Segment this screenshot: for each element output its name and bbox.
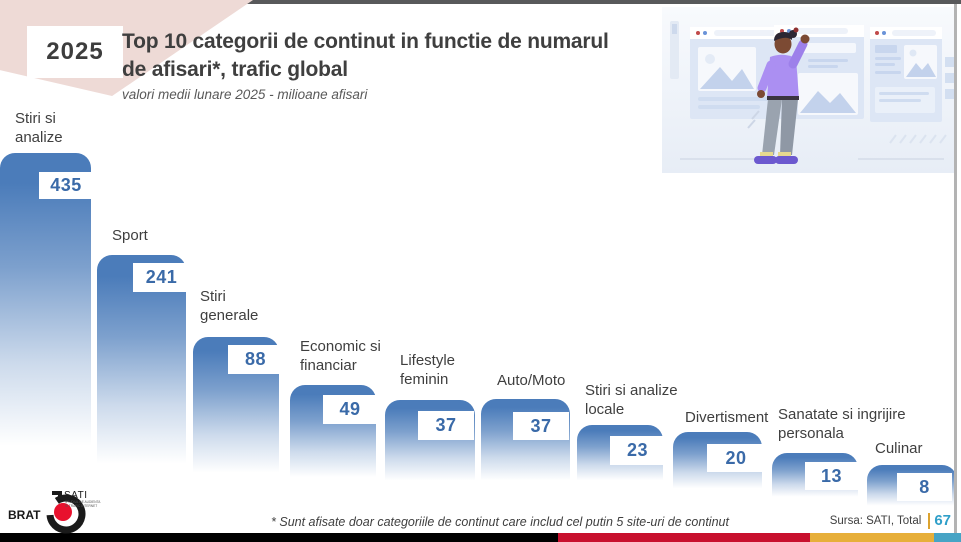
logo-red-dot — [54, 503, 72, 521]
value-label: 49 — [339, 399, 361, 419]
value-box: 20 — [707, 444, 765, 472]
scrollbar-shape — [670, 21, 679, 79]
value-box: 13 — [805, 462, 858, 490]
value-label: 241 — [145, 267, 178, 287]
page-title-line2: de afisari*, trafic global — [122, 58, 348, 81]
image-placeholder-mountains — [800, 91, 856, 113]
title-block: Top 10 categorii de continut in functie … — [122, 28, 609, 102]
value-label: 88 — [244, 349, 267, 369]
shoe-shape — [754, 156, 777, 164]
brat-sati-logo: BRAT SATI STUDIUL DE AUDIENTA SI TRAFIC … — [8, 486, 103, 538]
value-box: 8 — [897, 473, 952, 501]
value-label: 435 — [50, 175, 82, 195]
category-label: Lifestyle feminin — [400, 352, 456, 388]
value-box: 23 — [610, 436, 665, 465]
hatch-lines — [889, 134, 947, 144]
category-label: Stiri si analize locale — [585, 382, 678, 418]
value-label: 8 — [919, 476, 930, 497]
value-label: 37 — [530, 415, 552, 436]
footnote: * Sunt afisate doar categoriile de conti… — [271, 515, 729, 529]
page-subtitle: valori medii lunare 2025 - milioane afis… — [122, 87, 368, 102]
bottom-stripe — [0, 533, 961, 542]
stripe-segment — [810, 533, 934, 542]
page-number: 67 — [934, 512, 951, 529]
hero-illustration — [662, 7, 957, 173]
category-label: Stiri si analize — [15, 110, 63, 146]
source-label: Sursa: SATI, Total — [829, 514, 922, 527]
value-label: 13 — [820, 465, 843, 486]
category-label: Culinar — [875, 440, 923, 457]
stripe-segment — [0, 533, 558, 542]
logo-sati-text: SATI — [64, 490, 87, 501]
logo-tagline-line1: STUDIUL DE AUDIENTA — [65, 500, 101, 504]
logo-arc — [46, 494, 86, 534]
logo-tagline-line2: SI TRAFIC INTERNET — [65, 504, 97, 508]
value-box: 49 — [323, 395, 377, 424]
logo-flag — [52, 491, 62, 502]
value-label: 37 — [435, 415, 457, 435]
image-placeholder-mountains — [700, 67, 754, 89]
browsing-person-illustration — [662, 7, 957, 173]
image-placeholder-mountains — [906, 63, 936, 77]
value-box: 37 — [513, 412, 569, 440]
category-label: Auto/Moto — [497, 372, 566, 389]
value-box: 88 — [228, 345, 283, 374]
category-label: Divertisment — [685, 409, 769, 426]
category-label: Sanatate si ingrijire personala — [778, 406, 906, 442]
category-label: Stiri generale — [200, 288, 259, 324]
shoe-shape — [775, 156, 798, 164]
year-badge: 2025 — [27, 26, 123, 78]
value-box: 435 — [39, 172, 93, 199]
stripe-segment — [934, 533, 961, 542]
value-box: 241 — [133, 263, 190, 292]
person-figure — [747, 27, 810, 164]
page-title-line1: Top 10 categorii de continut in functie … — [122, 30, 609, 53]
logo-brat-text: BRAT — [8, 508, 41, 522]
category-label: Economic si financiar — [300, 338, 381, 374]
bar — [0, 153, 91, 455]
value-label: 23 — [626, 440, 649, 460]
page-divider — [928, 512, 931, 529]
person-head — [774, 34, 792, 54]
category-label: Sport — [112, 227, 148, 244]
source-row: Sursa: SATI, Total 67 — [830, 512, 951, 529]
stripe-segment — [558, 533, 810, 542]
value-label: 20 — [725, 447, 747, 468]
top-accent-bar — [0, 0, 961, 4]
right-edge-border — [954, 4, 957, 533]
value-box: 37 — [418, 411, 474, 440]
browser-card-right — [870, 27, 942, 122]
